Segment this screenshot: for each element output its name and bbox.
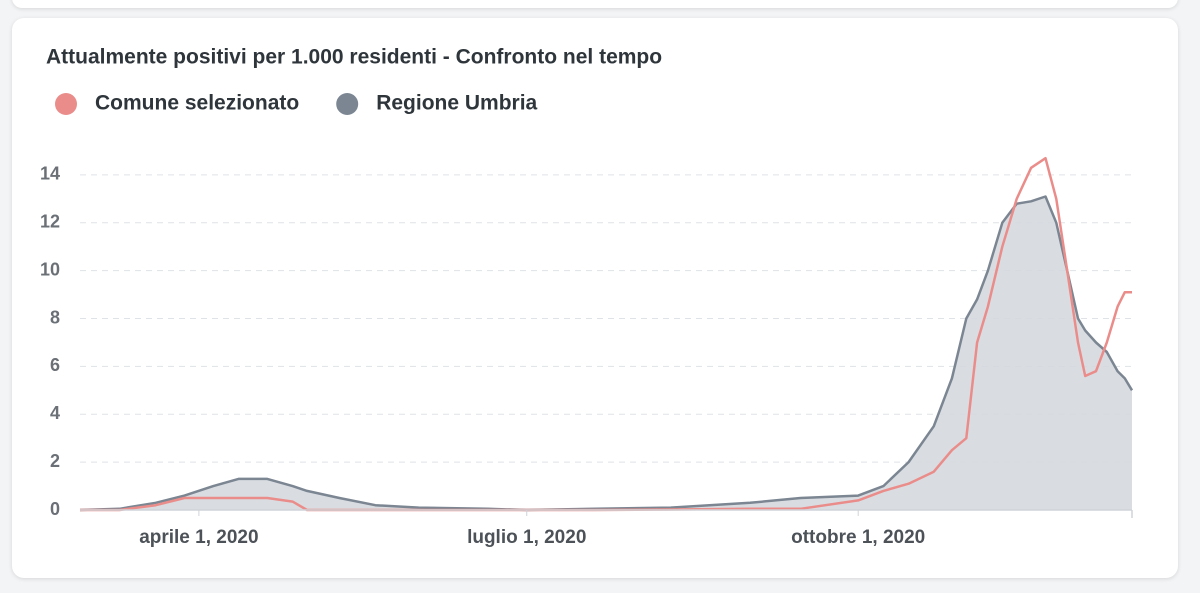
y-tick-label: 2 bbox=[50, 451, 60, 471]
y-tick-label: 6 bbox=[50, 355, 60, 375]
chart-title: Attualmente positivi per 1.000 residenti… bbox=[46, 46, 662, 69]
x-tick-label: aprile 1, 2020 bbox=[139, 527, 258, 548]
y-tick-label: 12 bbox=[40, 212, 60, 232]
y-tick-label: 10 bbox=[40, 259, 60, 279]
x-tick-label: ottobre 1, 2020 bbox=[791, 527, 925, 548]
legend-marker bbox=[55, 93, 77, 115]
y-tick-label: 0 bbox=[50, 499, 60, 519]
legend-marker bbox=[336, 93, 359, 115]
line bbox=[79, 195, 1134, 512]
legend-label: Comune selezionato bbox=[95, 92, 299, 115]
x-tick-label: luglio 1, 2020 bbox=[467, 527, 586, 548]
y-tick-label: 4 bbox=[50, 403, 60, 423]
y-tick-label: 14 bbox=[40, 164, 60, 184]
legend-label: Regione Umbria bbox=[376, 92, 537, 115]
y-tick-label: 8 bbox=[50, 307, 60, 327]
line bbox=[80, 156, 1132, 512]
area bbox=[80, 196, 1132, 510]
card bbox=[12, 0, 1178, 8]
